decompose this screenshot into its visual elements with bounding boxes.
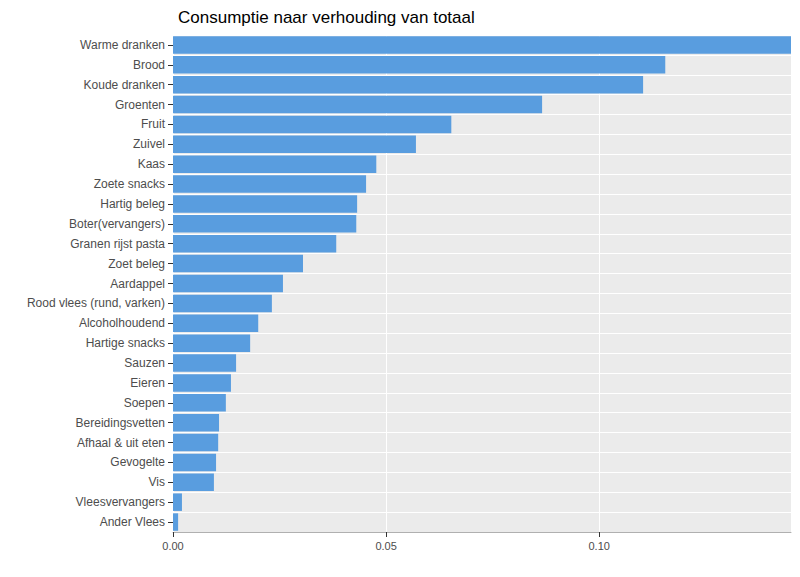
svg-text:Soepen: Soepen [124, 396, 165, 410]
svg-text:Granen rijst pasta: Granen rijst pasta [70, 237, 165, 251]
svg-text:Vleesvervangers: Vleesvervangers [76, 495, 165, 509]
svg-text:Consumptie naar verhouding van: Consumptie naar verhouding van totaal [178, 8, 475, 27]
svg-text:Rood vlees (rund, varken): Rood vlees (rund, varken) [27, 296, 165, 310]
svg-text:Bereidingsvetten: Bereidingsvetten [76, 416, 165, 430]
svg-text:Hartig beleg: Hartig beleg [100, 197, 165, 211]
svg-text:Groenten: Groenten [115, 98, 165, 112]
svg-text:Zoete snacks: Zoete snacks [94, 177, 165, 191]
svg-text:Kaas: Kaas [138, 157, 165, 171]
svg-text:Gevogelte: Gevogelte [110, 455, 165, 469]
svg-text:Eieren: Eieren [130, 376, 165, 390]
svg-text:Koude dranken: Koude dranken [84, 78, 165, 92]
svg-text:Boter(vervangers): Boter(vervangers) [69, 217, 165, 231]
svg-text:Brood: Brood [133, 58, 165, 72]
svg-text:Sauzen: Sauzen [124, 356, 165, 370]
svg-text:Aardappel: Aardappel [110, 277, 165, 291]
svg-text:Hartige snacks: Hartige snacks [86, 336, 165, 350]
svg-text:Fruit: Fruit [141, 117, 166, 131]
svg-text:0.05: 0.05 [375, 540, 396, 552]
svg-text:Alcoholhoudend: Alcoholhoudend [79, 316, 165, 330]
svg-text:Warme dranken: Warme dranken [80, 38, 165, 52]
svg-text:0.10: 0.10 [588, 540, 609, 552]
svg-text:0.00: 0.00 [162, 540, 183, 552]
svg-text:Zoet beleg: Zoet beleg [108, 257, 165, 271]
svg-text:Vis: Vis [149, 475, 165, 489]
svg-text:Zuivel: Zuivel [133, 137, 165, 151]
svg-text:Afhaal & uit eten: Afhaal & uit eten [77, 436, 165, 450]
svg-text:Ander Vlees: Ander Vlees [100, 515, 165, 529]
